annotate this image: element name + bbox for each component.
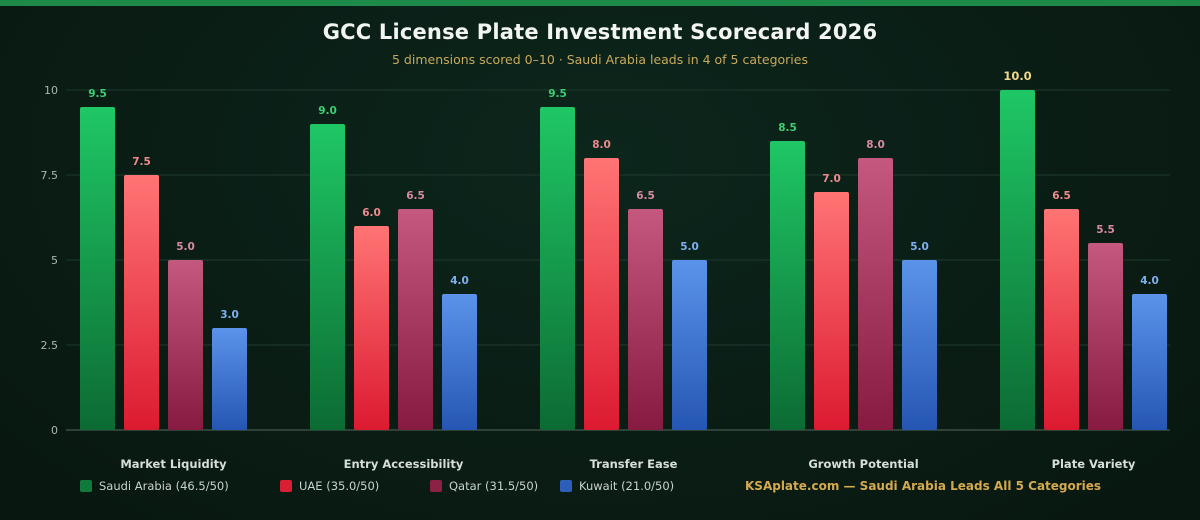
data-label: 5.0	[680, 241, 699, 253]
legend-swatch	[280, 480, 292, 492]
legend: Saudi Arabia (46.5/50) UAE (35.0/50) Qat…	[0, 479, 1200, 497]
legend-item-uae: UAE (35.0/50)	[280, 479, 379, 493]
data-label: 8.5	[778, 122, 797, 134]
data-label: 9.5	[548, 88, 567, 100]
data-label: 7.0	[822, 173, 841, 185]
chart-title: GCC License Plate Investment Scorecard 2…	[322, 20, 878, 44]
bar-saudi-arabia-1	[310, 124, 345, 430]
data-label: 4.0	[1140, 275, 1159, 287]
x-category-label: Transfer Ease	[590, 457, 678, 471]
bar-saudi-arabia-3	[770, 141, 805, 430]
bar-kuwait-1	[442, 294, 477, 430]
x-category-label: Entry Accessibility	[344, 457, 464, 471]
data-label: 3.0	[220, 309, 239, 321]
data-label: 4.0	[450, 275, 469, 287]
bar-qatar-4	[1088, 243, 1123, 430]
y-tick-label: 2.5	[41, 339, 59, 352]
legend-swatch	[560, 480, 572, 492]
bar-kuwait-4	[1132, 294, 1167, 430]
bar-kuwait-3	[902, 260, 937, 430]
data-label: 6.0	[362, 207, 381, 219]
x-axis-labels: Market Liquidity Entry Accessibility Trans…	[120, 457, 1136, 471]
bar-kuwait-2	[672, 260, 707, 430]
data-label: 5.5	[1096, 224, 1115, 236]
x-category-label: Growth Potential	[808, 457, 918, 471]
credit-text: KSAplate.com — Saudi Arabia Leads All 5 …	[745, 479, 1102, 493]
data-labels: 9.5 9.0 9.5 8.5 10.0 7.5 6.0 8.0 7.0 6.5 5.0 6.5 6.5…	[88, 69, 1159, 321]
data-label: 8.0	[592, 139, 611, 151]
bar-uae-3	[814, 192, 849, 430]
legend-label: Qatar (31.5/50)	[449, 479, 539, 493]
legend-item-kuwait: Kuwait (21.0/50)	[560, 479, 674, 493]
data-label: 7.5	[132, 156, 151, 168]
chart-subtitle: 5 dimensions scored 0–10 · Saudi Arabia …	[392, 52, 808, 67]
data-label: 5.0	[176, 241, 195, 253]
bar-qatar-0	[168, 260, 203, 430]
y-tick-label: 7.5	[41, 169, 59, 182]
bars	[80, 90, 1167, 430]
legend-swatch	[80, 480, 92, 492]
bar-qatar-1	[398, 209, 433, 430]
bar-kuwait-0	[212, 328, 247, 430]
bar-uae-0	[124, 175, 159, 430]
data-label: 5.0	[910, 241, 929, 253]
bar-saudi-arabia-2	[540, 107, 575, 430]
bar-uae-2	[584, 158, 619, 430]
y-tick-label: 10	[44, 84, 58, 97]
bar-saudi-arabia-4	[1000, 90, 1035, 430]
legend-item-qatar: Qatar (31.5/50)	[430, 479, 538, 493]
y-tick-label: 0	[51, 424, 58, 437]
top-accent-bar	[0, 0, 1200, 6]
data-label: 8.0	[866, 139, 885, 151]
data-label: 10.0	[1003, 69, 1031, 83]
bar-uae-4	[1044, 209, 1079, 430]
bar-qatar-3	[858, 158, 893, 430]
bar-qatar-2	[628, 209, 663, 430]
legend-label: Kuwait (21.0/50)	[579, 479, 675, 493]
y-axis-ticks: 0 2.5 5 7.5 10	[41, 84, 59, 437]
legend-item-saudi-arabia: Saudi Arabia (46.5/50)	[80, 479, 229, 493]
y-tick-label: 5	[51, 254, 58, 267]
bar-saudi-arabia-0	[80, 107, 115, 430]
legend-label: UAE (35.0/50)	[299, 479, 380, 493]
bar-uae-1	[354, 226, 389, 430]
legend-swatch	[430, 480, 442, 492]
data-label: 6.5	[636, 190, 655, 202]
data-label: 6.5	[1052, 190, 1071, 202]
legend-label: Saudi Arabia (46.5/50)	[99, 479, 229, 493]
data-label: 9.0	[318, 105, 337, 117]
data-label: 9.5	[88, 88, 107, 100]
x-category-label: Plate Variety	[1052, 457, 1136, 471]
data-label: 6.5	[406, 190, 425, 202]
x-category-label: Market Liquidity	[120, 457, 227, 471]
